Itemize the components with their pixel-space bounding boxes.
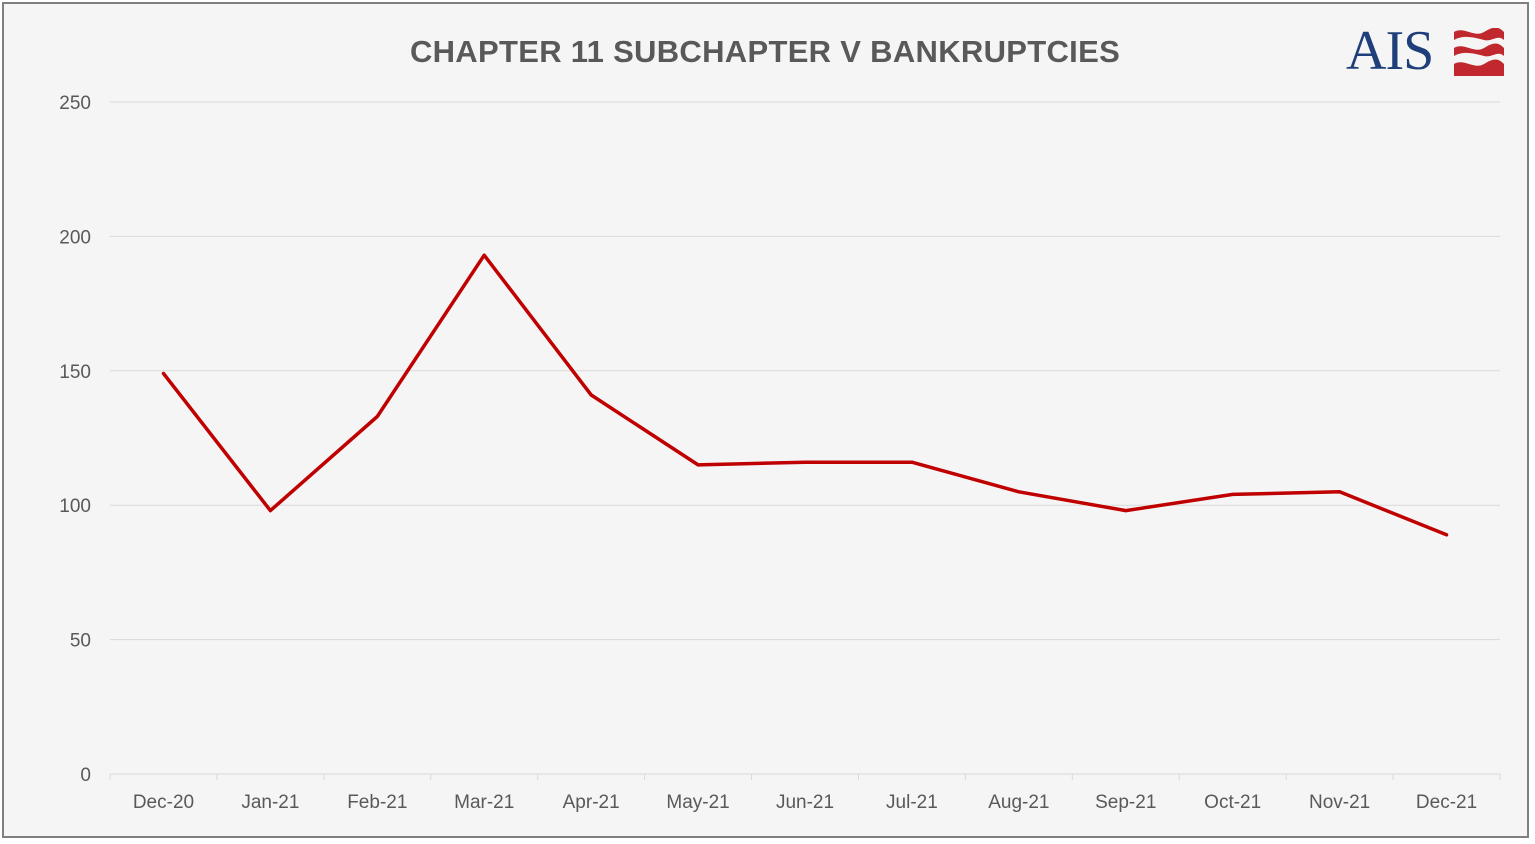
data-point <box>1124 509 1128 513</box>
data-point <box>1231 492 1235 496</box>
x-tick-label: Nov-21 <box>1309 792 1370 813</box>
y-tick-label: 200 <box>59 227 91 248</box>
ais-logo: AIS <box>1346 22 1508 80</box>
x-tick-label: Jan-21 <box>241 792 299 813</box>
data-point <box>375 414 379 418</box>
x-tick-label: Aug-21 <box>988 792 1049 813</box>
y-tick-label: 50 <box>70 631 91 652</box>
data-point <box>268 509 272 513</box>
x-tick-label: Jul-21 <box>886 792 938 813</box>
logo-text: AIS <box>1346 20 1434 82</box>
x-tick-label: Sep-21 <box>1095 792 1156 813</box>
y-tick-label: 100 <box>59 496 91 517</box>
x-tick-label: May-21 <box>666 792 729 813</box>
x-tick-label: Oct-21 <box>1204 792 1261 813</box>
data-point <box>1338 490 1342 494</box>
x-tick-label: Dec-21 <box>1416 792 1477 813</box>
flag-waves-icon <box>1454 28 1504 76</box>
data-point <box>910 460 914 464</box>
data-point <box>696 463 700 467</box>
chart-title: CHAPTER 11 SUBCHAPTER V BANKRUPTCIES <box>409 34 1121 69</box>
y-tick-label: 250 <box>59 93 91 114</box>
x-tick-label: Jun-21 <box>776 792 834 813</box>
x-tick-label: Mar-21 <box>454 792 514 813</box>
x-tick-label: Feb-21 <box>347 792 407 813</box>
x-tick-label: Apr-21 <box>563 792 620 813</box>
data-point <box>161 371 165 375</box>
data-point <box>589 393 593 397</box>
data-point <box>482 253 486 257</box>
y-tick-label: 150 <box>59 362 91 383</box>
x-tick-label: Dec-20 <box>133 792 194 813</box>
data-point <box>1017 490 1021 494</box>
y-tick-label: 0 <box>80 765 91 786</box>
data-point <box>803 460 807 464</box>
series-line <box>161 253 1449 537</box>
data-point <box>1445 533 1449 537</box>
